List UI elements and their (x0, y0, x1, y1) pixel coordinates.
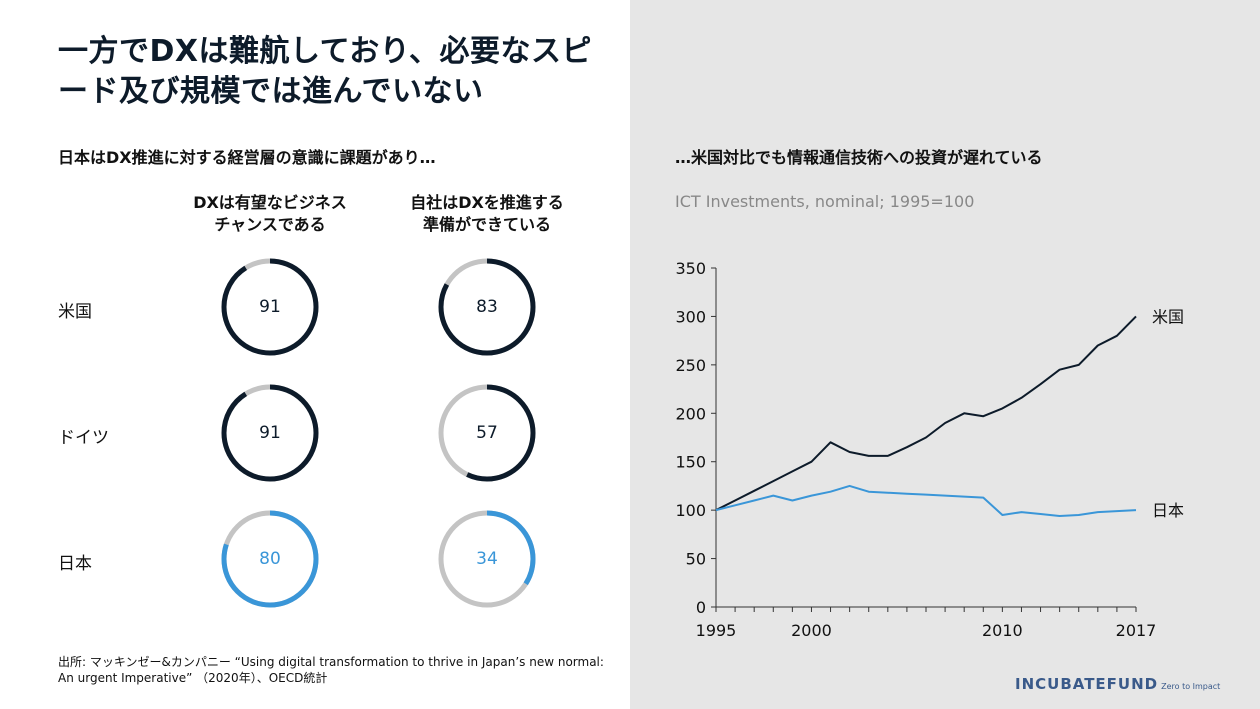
donut-arc (221, 258, 319, 356)
column-header-line: チャンスである (214, 215, 326, 234)
donut-us-opportunity: 91 (215, 252, 325, 362)
donut-value: 34 (476, 549, 498, 569)
donut-ring (221, 510, 319, 608)
row-label-japan: 日本 (58, 554, 92, 574)
x-tick-label: 2017 (1116, 621, 1157, 640)
donut-value: 57 (476, 423, 498, 443)
y-tick-label: 300 (675, 307, 706, 326)
logo-text: INCUBATEFUND (1015, 675, 1159, 693)
donut-arc (221, 384, 319, 482)
left-subtitle: 日本はDX推進に対する経営層の意識に課題があり… (58, 148, 436, 167)
y-tick-label: 350 (675, 259, 706, 278)
donut-ring (221, 258, 319, 356)
right-subtitle: …米国対比でも情報通信技術への投資が遅れている (675, 148, 1043, 167)
donut-arc (438, 510, 536, 608)
donut-ring (438, 258, 536, 356)
y-tick-label: 50 (686, 550, 706, 569)
page-title: 一方でDXは難航しており、必要なスピード及び規模では進んでいない (58, 34, 593, 109)
row-label-us: 米国 (58, 302, 92, 322)
column-header-line: 準備ができている (422, 215, 551, 234)
incubatefund-logo: INCUBATEFUND Zero to Impact (1015, 675, 1220, 693)
donut-value: 91 (259, 423, 281, 443)
x-tick-label: 2010 (982, 621, 1023, 640)
column-header-readiness: 自社はDXを推進する 準備ができている (377, 192, 597, 236)
donut-arc (438, 384, 536, 482)
y-tick-label: 100 (675, 501, 706, 520)
donut-value: 80 (259, 549, 281, 569)
column-header-line: DXは有望なビジネス (193, 193, 347, 212)
donut-japan-readiness: 34 (432, 504, 542, 614)
series-line (715, 484, 1137, 517)
donut-us-readiness: 83 (432, 252, 542, 362)
y-tick-label: 150 (675, 453, 706, 472)
donut-value: 83 (476, 297, 498, 317)
right-panel (630, 0, 1260, 709)
row-label-germany: ドイツ (58, 428, 109, 448)
x-tick-label: 2000 (791, 621, 832, 640)
donut-germany-opportunity: 91 (215, 378, 325, 488)
donut-germany-readiness: 57 (432, 378, 542, 488)
logo-tagline: Zero to Impact (1161, 682, 1221, 691)
donut-ring (438, 384, 536, 482)
series-line (715, 315, 1137, 511)
y-tick-label: 0 (696, 598, 706, 617)
donut-arc (438, 258, 536, 356)
donut-japan-opportunity: 80 (215, 504, 325, 614)
donut-ring (221, 384, 319, 482)
y-tick-label: 200 (675, 404, 706, 423)
donut-arc (221, 510, 319, 608)
column-header-opportunity: DXは有望なビジネス チャンスである (160, 192, 380, 236)
source-note: 出所: マッキンゼー&カンパニー “Using digital transfor… (58, 655, 604, 685)
donut-ring (438, 510, 536, 608)
ict-investment-line-chart: 0 50 100 150 200 250 300 350 1995 2000 2010 2017 米国日… (675, 259, 1184, 640)
column-header-line: 自社はDXを推進する (410, 193, 564, 212)
chart-subtitle: ICT Investments, nominal; 1995=100 (675, 192, 975, 211)
series-label: 日本 (1152, 501, 1184, 520)
x-tick-label: 1995 (696, 621, 737, 640)
donut-value: 91 (259, 297, 281, 317)
series-label: 米国 (1152, 307, 1184, 326)
y-tick-label: 250 (675, 356, 706, 375)
